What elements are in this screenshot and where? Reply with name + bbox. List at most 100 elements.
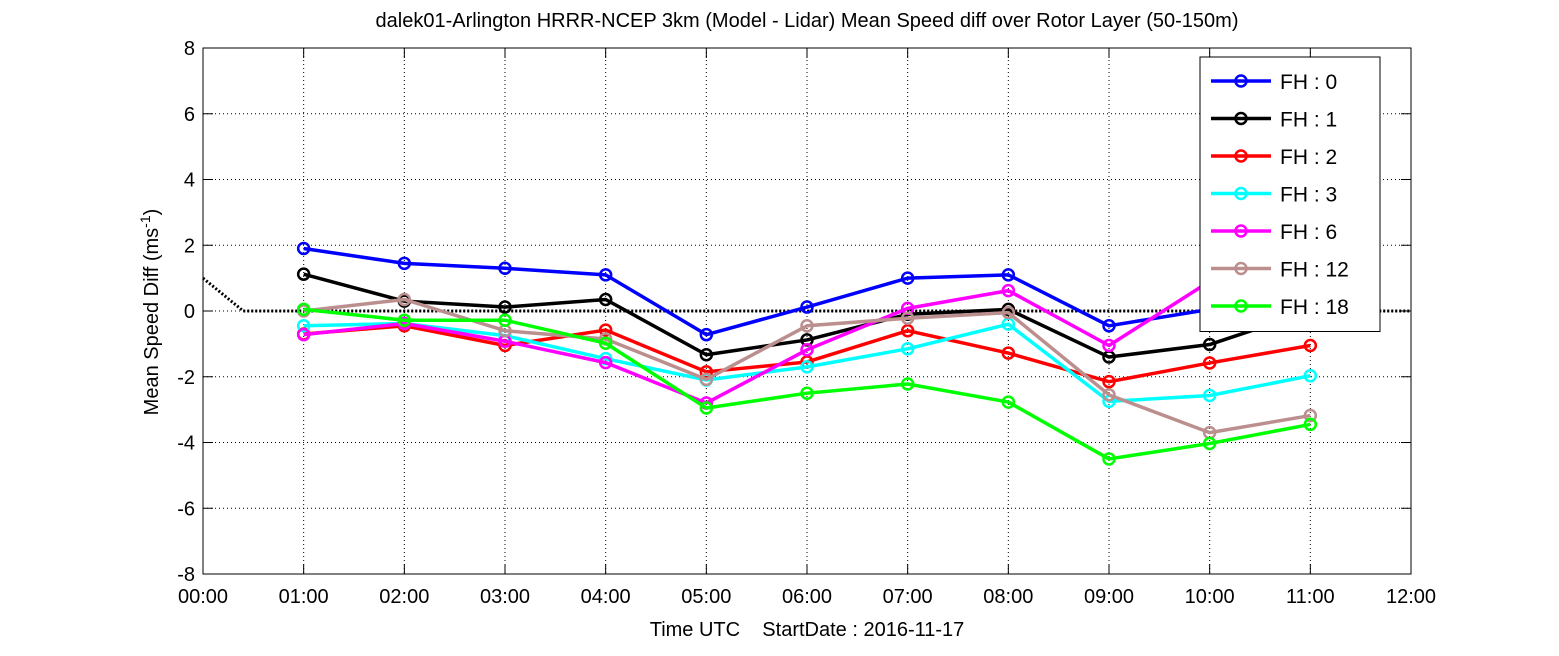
grid — [203, 48, 1411, 574]
legend-label: FH : 6 — [1280, 221, 1337, 244]
x-tick-label: 07:00 — [883, 586, 933, 608]
y-tick-labels: -8 -6 -4 -2 0 2 4 6 8 — [177, 38, 195, 586]
data-point — [1303, 338, 1318, 353]
data-point — [1303, 408, 1318, 423]
data-point — [598, 355, 613, 370]
data-point — [900, 323, 915, 338]
legend-swatch-marker — [1234, 149, 1248, 163]
legend-item: FH : 18 — [1211, 296, 1349, 319]
y-tick-label: -6 — [177, 498, 195, 520]
data-point — [397, 292, 412, 307]
legend-label: FH : 12 — [1280, 259, 1349, 282]
chart-title: dalek01-Arlington HRRR-NCEP 3km (Model -… — [376, 10, 1239, 32]
data-point — [1202, 436, 1217, 451]
legend-label: FH : 0 — [1280, 71, 1337, 94]
legend-item: FH : 3 — [1211, 184, 1337, 207]
series-line — [303, 321, 1311, 404]
legend-item: FH : 6 — [1211, 221, 1337, 244]
x-tick-label: 01:00 — [279, 586, 329, 608]
data-point — [800, 386, 814, 400]
data-point — [900, 342, 915, 356]
data-point — [900, 311, 915, 325]
data-point — [498, 300, 512, 314]
y-axis-label: Mean Speed Diff (ms-1) — [137, 209, 163, 416]
data-point — [1202, 388, 1217, 403]
x-tick-label: 12:00 — [1386, 586, 1436, 608]
series-fh-0 — [296, 241, 1217, 342]
data-point — [1102, 319, 1116, 333]
legend-swatch-marker — [1234, 111, 1248, 126]
series-line — [303, 307, 1311, 461]
series-line — [303, 279, 1211, 405]
x-tick-label: 02:00 — [379, 586, 429, 608]
legend-label: FH : 1 — [1280, 109, 1337, 132]
legend-item: FH : 0 — [1211, 71, 1337, 94]
data-point — [397, 256, 412, 271]
legend: FH : 0 FH : 1 FH : 2 FH : 3 FH : 6 FH : 12 FH … — [1199, 56, 1381, 332]
x-tick-label: 10:00 — [1185, 586, 1235, 608]
data-point — [498, 261, 512, 276]
x-tick-label: 06:00 — [782, 586, 832, 608]
data-point — [699, 327, 714, 342]
legend-label: FH : 2 — [1280, 146, 1337, 169]
data-point — [598, 292, 613, 307]
series-fh-6 — [296, 274, 1217, 410]
data-point — [1001, 305, 1016, 320]
series-fh-3 — [296, 316, 1318, 409]
y-axis-label-unit-exponent: -1 — [137, 215, 153, 228]
y-tick-label: -2 — [177, 367, 195, 389]
series-fh-1 — [296, 267, 1318, 364]
legend-label: FH : 3 — [1280, 184, 1337, 207]
data-point — [1102, 338, 1116, 353]
data-point — [1001, 395, 1016, 409]
data-point — [1102, 374, 1116, 389]
y-tick-label: 2 — [184, 235, 195, 257]
legend-swatch-marker — [1234, 261, 1248, 276]
data-point — [1303, 417, 1318, 432]
data-point — [296, 327, 311, 342]
data-point — [296, 267, 311, 281]
x-tick-labels: 00:00 01:00 02:00 03:00 04:00 05:00 06:00 07:00… — [178, 586, 1436, 608]
y-tick-label: 4 — [184, 170, 195, 192]
y-tick-label: 0 — [184, 301, 195, 323]
data-point — [1001, 346, 1016, 360]
x-tick-label: 00:00 — [178, 586, 228, 608]
x-tick-label: 11:00 — [1286, 586, 1335, 608]
y-tick-label: -4 — [177, 433, 195, 455]
x-tick-label: 08:00 — [983, 586, 1033, 608]
data-point — [296, 319, 311, 333]
data-point — [699, 401, 714, 415]
data-point — [296, 241, 311, 256]
data-point — [699, 372, 714, 387]
data-point — [1102, 452, 1116, 466]
data-point — [800, 360, 814, 374]
data-point — [598, 323, 613, 337]
y-axis-label-close: ) — [141, 209, 163, 216]
data-point — [800, 343, 814, 357]
y-tick-label: 8 — [184, 38, 195, 60]
x-axis-label: Time UTC StartDate : 2016-11-17 — [650, 619, 965, 641]
legend-swatch-marker — [1234, 299, 1248, 313]
legend-swatch-marker — [1234, 224, 1248, 238]
data-point — [1102, 388, 1116, 402]
x-tick-label: 03:00 — [480, 586, 530, 608]
data-point — [699, 365, 714, 379]
legend-swatch-marker — [1234, 186, 1248, 201]
y-tick-label: 6 — [184, 104, 195, 126]
data-point — [900, 377, 915, 391]
data-point — [1202, 356, 1217, 370]
data-point — [598, 336, 613, 350]
series-line — [303, 272, 1311, 359]
legend-item: FH : 2 — [1211, 146, 1337, 169]
x-tick-label: 09:00 — [1084, 586, 1134, 608]
x-tick-label: 05:00 — [681, 586, 731, 608]
legend-label: FH : 18 — [1280, 296, 1349, 319]
x-tick-label: 04:00 — [581, 586, 631, 608]
data-point — [1303, 369, 1318, 383]
data-point — [296, 302, 311, 317]
legend-item: FH : 12 — [1211, 259, 1349, 282]
zero-reference-line — [202, 276, 1411, 313]
data-point — [699, 347, 714, 362]
data-point — [498, 313, 512, 327]
